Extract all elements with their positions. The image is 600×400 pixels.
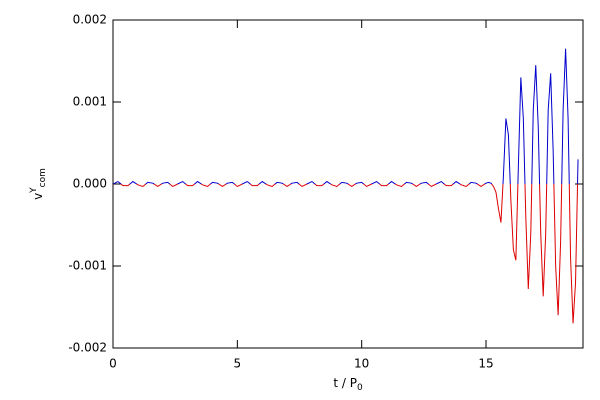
line-negative [113, 184, 579, 324]
x-tick-label: 10 [354, 357, 369, 371]
line-positive [113, 48, 579, 184]
y-tick-label: 0.002 [73, 13, 107, 27]
x-label-base: t / P [333, 376, 357, 390]
y-tick-label: 0.001 [73, 95, 107, 109]
x-axis-label: t / P0 [333, 376, 363, 393]
x-tick-label: 15 [478, 357, 493, 371]
y-label-base: v [31, 193, 45, 200]
y-axis-label: vYcom [29, 168, 48, 200]
y-label-sub: com [38, 168, 48, 187]
y-tick-label: -0.001 [68, 259, 107, 273]
x-tick-label: 5 [234, 357, 242, 371]
y-tick-label: 0.000 [73, 177, 107, 191]
x-tick-label: 0 [109, 357, 117, 371]
x-label-sub: 0 [357, 383, 363, 393]
y-label-sup: Y [29, 187, 39, 194]
y-tick-label: -0.002 [68, 341, 107, 355]
